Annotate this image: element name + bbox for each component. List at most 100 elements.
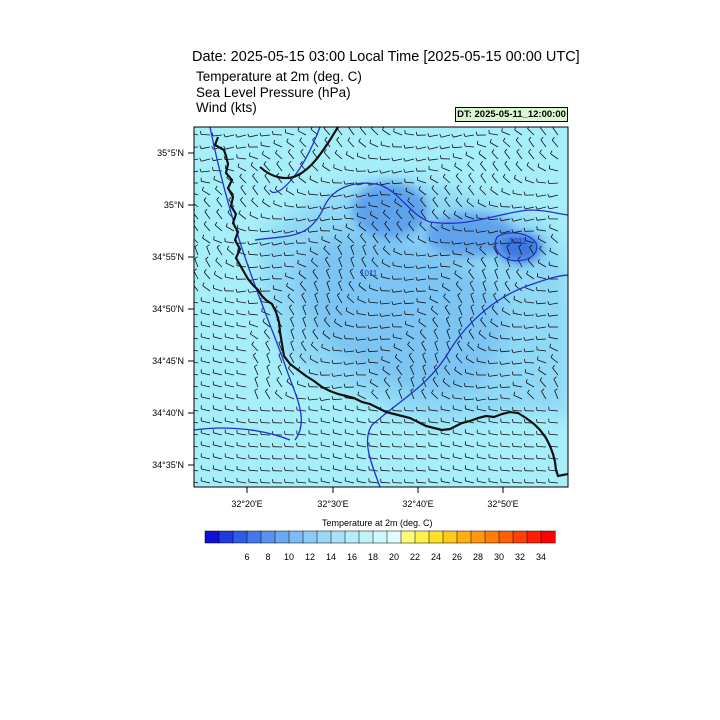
colorbar-title: Temperature at 2m (deg. C) (322, 518, 433, 528)
wind-barb-shaft (541, 391, 547, 400)
wind-barb-shaft (395, 211, 403, 220)
wind-barb-flag (415, 287, 418, 292)
wind-barb-shaft (369, 287, 379, 292)
wind-barb-shaft (478, 153, 487, 160)
wind-barb-flag (323, 149, 327, 153)
wind-barb-shaft (393, 265, 403, 268)
wind-barb-flag (475, 397, 478, 401)
wind-barb-flag (371, 221, 375, 225)
wind-barb-flag (418, 186, 421, 190)
wind-barb-shaft (429, 409, 439, 412)
wind-barb-flag (477, 343, 479, 348)
wind-barb-shaft (321, 480, 331, 484)
wind-barb-shaft (194, 270, 199, 280)
wind-barb-shaft (237, 397, 247, 400)
wind-barb-shaft (443, 212, 451, 220)
lat-label: 34°50'N (152, 304, 184, 314)
wind-barb-flag (492, 160, 496, 164)
wind-barb-shaft (357, 362, 367, 365)
wind-barb-flag (272, 215, 274, 219)
wind-barb-flag (345, 151, 348, 155)
wind-barb-flag (523, 311, 526, 316)
wind-barb-flag (524, 479, 526, 483)
wind-barb-flag (470, 304, 475, 307)
wind-barb-shaft (454, 369, 463, 376)
wind-barb-shaft (334, 152, 343, 160)
wind-barb-shaft (309, 372, 319, 376)
forecast-init-badge: DT: 2025-05-11_12:00:00 (455, 107, 568, 122)
wind-barb-shaft (275, 392, 283, 400)
wind-barb-flag (524, 358, 526, 363)
wind-barb-shaft (404, 253, 415, 256)
wind-barb-shaft (525, 338, 535, 341)
wind-barb-flag (276, 376, 280, 380)
wind-barb-flag (501, 307, 504, 311)
wind-barb-shaft (548, 182, 559, 184)
wind-barb-shaft (309, 178, 319, 184)
wind-barb-flag (206, 244, 210, 248)
wind-barb-shaft (332, 398, 343, 401)
wind-barb-shaft (214, 224, 223, 232)
wind-barb-shaft (369, 205, 379, 208)
wind-barb-shaft (429, 169, 439, 172)
wind-barb-shaft (536, 482, 547, 484)
wind-barb-shaft (201, 180, 211, 184)
wind-barb-shaft (225, 456, 235, 460)
wind-barb-shaft (213, 360, 223, 364)
wind-barb-flag (310, 341, 314, 346)
longitude-labels: 32°20'E 32°30'E 32°40'E 32°50'E (231, 499, 518, 509)
wind-barb-shaft (500, 445, 511, 448)
wind-barb-shaft (514, 284, 523, 292)
wind-barb-flag (335, 305, 339, 309)
wind-barb-flag (439, 145, 442, 149)
wind-barb-shaft (194, 397, 199, 400)
wind-barb-flag (408, 352, 412, 356)
wind-barb-shaft (201, 456, 211, 460)
wind-barb-shaft (470, 306, 475, 316)
wind-barb-flag (463, 396, 466, 400)
wind-barb-shaft (493, 247, 499, 256)
wind-barb-flag (480, 256, 484, 260)
wind-barb-shaft (444, 199, 451, 208)
wind-barb-shaft (458, 306, 463, 316)
wind-barb-shaft (482, 294, 487, 304)
wind-barb-shaft (285, 218, 295, 221)
wind-barb-flag (295, 239, 298, 244)
wind-barb-shaft (213, 312, 223, 316)
wind-barb-flag (369, 139, 372, 144)
wind-barb-flag (475, 242, 478, 246)
wind-barb-shaft (201, 444, 211, 448)
wind-barb-shaft (194, 385, 199, 388)
wind-barb-flag (333, 164, 335, 168)
wind-barb-shaft (194, 445, 199, 448)
wind-barb-flag (367, 348, 370, 352)
wind-barb-shaft (225, 312, 235, 316)
wind-barb-shaft (489, 421, 499, 424)
wind-barb-shaft (266, 378, 271, 388)
wind-barb-shaft (518, 246, 523, 256)
colorbar-labels: 6 8 10 12 14 16 18 20 22 24 26 28 30 32 34 (244, 552, 546, 562)
isobar-line (269, 127, 321, 194)
wind-barb-flag (355, 360, 358, 365)
wind-barb-shaft (477, 480, 487, 484)
wind-barb-shaft (260, 230, 271, 233)
wind-barb-flag (511, 371, 514, 376)
lon-label: 32°50'E (487, 499, 518, 509)
wind-barb-shaft (215, 188, 223, 196)
wind-barb-flag (300, 161, 303, 165)
wind-barb-shaft (466, 358, 475, 364)
wind-barb-shaft (260, 458, 271, 460)
wind-barb-shaft (408, 355, 415, 364)
wind-barb-shaft (392, 182, 403, 185)
wind-barb-flag (326, 292, 330, 295)
wind-barb-shaft (288, 307, 295, 316)
wind-barb-flag (346, 293, 350, 298)
wind-barb-flag (211, 157, 214, 161)
wind-barb-flag (506, 256, 511, 259)
wind-barb-shaft (453, 134, 463, 138)
wind-barb-flag (254, 364, 258, 368)
wind-barb-shaft (225, 146, 235, 150)
wind-barb-shaft (285, 132, 295, 136)
wind-barb-flag (514, 282, 518, 286)
wind-barb-flag (334, 318, 337, 323)
